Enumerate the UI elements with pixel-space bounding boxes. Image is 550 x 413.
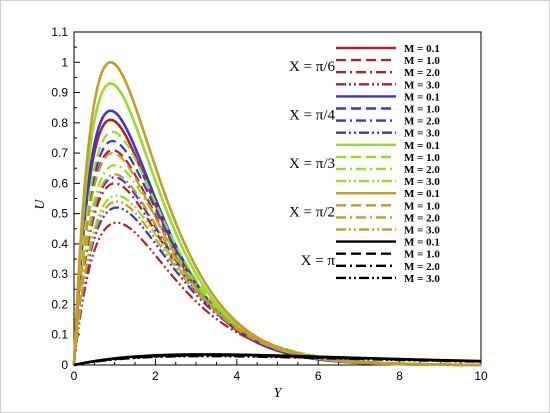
legend-group-label: X = π/2 — [289, 204, 335, 220]
legend-label: M = 2.0 — [404, 261, 440, 273]
y-tick-label: 0.6 — [51, 176, 68, 190]
legend-group-label: X = π/3 — [289, 156, 335, 172]
y-tick-label: 1.1 — [51, 25, 68, 39]
legend-label: M = 3.0 — [404, 176, 440, 188]
y-tick-label: 0 — [61, 358, 68, 372]
y-tick-label: 0.1 — [51, 328, 68, 342]
x-tick-label: 2 — [152, 369, 159, 383]
x-tick-label: 0 — [71, 369, 78, 383]
series-line — [73, 355, 482, 367]
legend-label: M = 3.0 — [404, 225, 440, 237]
x-tick-label: 4 — [233, 369, 240, 383]
series-line — [72, 200, 482, 366]
series-line — [72, 130, 482, 366]
x-tick-label: 6 — [315, 369, 322, 383]
legend-group-label: X = π/4 — [289, 108, 336, 124]
legend-label: M = 1.0 — [404, 200, 440, 212]
legend-label: M = 2.0 — [404, 164, 440, 176]
x-axis-label: Y — [274, 386, 284, 401]
legend-label: M = 1.0 — [404, 249, 440, 261]
x-tick-label: 8 — [396, 369, 403, 383]
legend-group-label: X = π/6 — [289, 59, 336, 75]
y-tick-label: 0.2 — [51, 297, 68, 311]
y-tick-label: 0.8 — [51, 116, 68, 130]
legend-label: M = 0.1 — [404, 237, 440, 249]
legend-label: M = 0.1 — [404, 188, 440, 200]
y-tick-label: 0.9 — [51, 86, 68, 100]
y-tick-label: 1 — [61, 55, 68, 69]
series-line — [72, 164, 482, 366]
legend-label: M = 3.0 — [404, 128, 440, 140]
legend-label: M = 2.0 — [404, 67, 440, 79]
legend-label: M = 0.1 — [404, 91, 440, 103]
legend-group-label: X = π — [301, 253, 336, 269]
legend-label: M = 2.0 — [404, 212, 440, 224]
y-tick-label: 0.7 — [51, 146, 68, 160]
y-tick-label: 0.4 — [51, 237, 68, 251]
legend-label: M = 3.0 — [404, 79, 440, 91]
y-axis-label: U — [33, 199, 48, 210]
legend-label: M = 3.0 — [404, 273, 440, 285]
legend-label: M = 2.0 — [404, 116, 440, 128]
legend-label: M = 1.0 — [404, 152, 440, 164]
y-tick-label: 0.5 — [51, 207, 68, 221]
y-tick-label: 0.3 — [51, 267, 68, 281]
x-tick-label: 10 — [474, 369, 488, 383]
legend-label: M = 1.0 — [404, 104, 440, 116]
legend-label: M = 0.1 — [404, 140, 440, 152]
legend-label: M = 0.1 — [404, 43, 440, 55]
legend-label: M = 1.0 — [404, 55, 440, 67]
